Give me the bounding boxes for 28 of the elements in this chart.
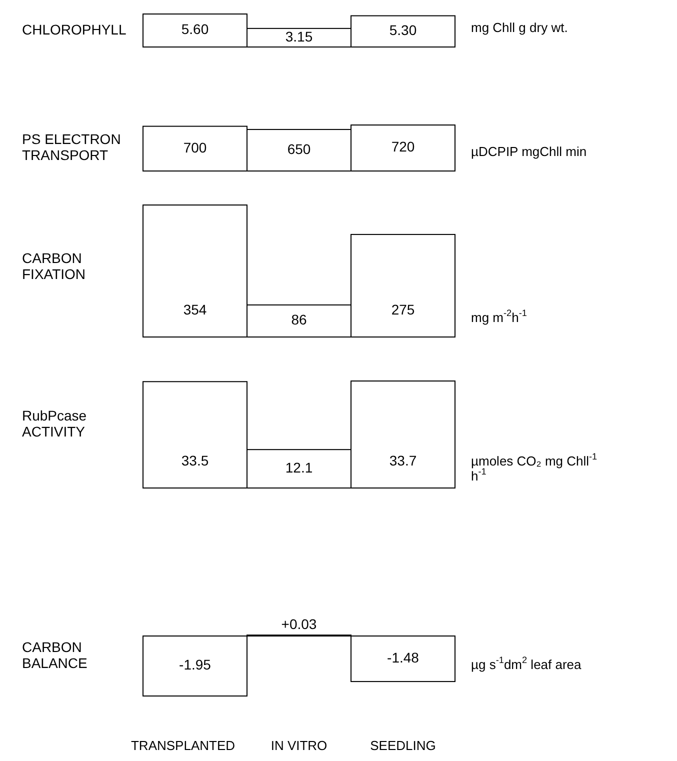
data-label: 354 [183,302,207,318]
data-label: 86 [291,312,307,328]
y-axis-title: RubPcase ACTIVITY [22,407,87,440]
y-axis-title: PS ELECTRON TRANSPORT [22,130,121,163]
text: µDCPIP mgChll min [471,144,587,160]
x-tick-label: IN VITRO [270,738,328,753]
x-tick-label: TRANSPLANTED [130,738,236,753]
data-label: 720 [391,138,415,155]
data-label: 3.15 [285,28,313,44]
text: µmoles CO₂ mg Chll$^{-1}$ h$^{-1}$ [471,452,598,484]
data-label: 700 [183,139,207,156]
data-label: +0.03 [281,616,317,632]
y-axis-title: CARBON FIXATION [22,250,86,282]
x-tick-label: SEEDLING [370,738,436,753]
data-label: 275 [391,302,415,318]
data-label: 5.30 [389,22,417,38]
text: µg s$^{-1}$dm$^{2}$ leaf area [471,655,582,672]
y-axis-title: CHLOROPHYLL [22,21,126,38]
text: mg Chll g dry wt. [471,20,568,36]
data-label: 5.60 [181,21,209,38]
data-label: 33.5 [181,452,209,469]
data-label: -1.48 [387,649,420,666]
text: mg m$^{-2}$h$^{-1}$ [471,308,527,326]
data-label: 650 [287,140,311,157]
y-axis-title: CARBON BALANCE [22,638,88,671]
data-label: 12.1 [285,459,313,476]
data-label: -1.95 [179,656,212,673]
data-label: 33.7 [389,452,417,469]
